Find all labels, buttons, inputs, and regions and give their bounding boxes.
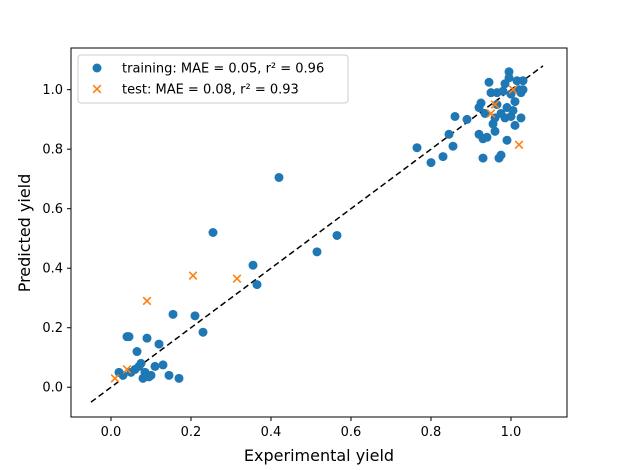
training-point	[146, 370, 156, 380]
training-point	[518, 85, 528, 95]
training-point	[482, 132, 492, 142]
training-point	[498, 86, 508, 96]
y-tick-label: 0.0	[42, 381, 63, 396]
training-point	[480, 108, 490, 118]
training-point	[190, 311, 200, 321]
test-point-stroke	[486, 109, 496, 118]
test-point-stroke	[232, 274, 242, 283]
test-point	[232, 274, 242, 283]
test-point-stroke	[508, 85, 518, 95]
test-point	[490, 100, 500, 109]
training-point	[510, 120, 520, 130]
y-tick-label: 0.4	[42, 262, 63, 277]
training-point	[274, 172, 284, 182]
training-point	[450, 111, 460, 121]
x-tick-label: 0.4	[261, 425, 282, 440]
legend-label: test: MAE = 0.08, r² = 0.93	[122, 83, 299, 98]
training-point	[208, 228, 218, 237]
training-point	[426, 158, 436, 168]
y-tick-label: 0.8	[42, 143, 63, 158]
y-tick-label: 1.0	[42, 83, 63, 98]
training-point	[518, 76, 528, 86]
training-point	[142, 333, 152, 343]
training-point	[154, 339, 164, 349]
training-point	[174, 373, 184, 383]
legend-test-marker	[92, 84, 102, 94]
training-point	[252, 280, 262, 290]
legend-test-marker-stroke	[92, 84, 102, 94]
training-point	[508, 105, 518, 115]
test-point	[188, 271, 198, 281]
test-point	[514, 140, 524, 150]
training-point	[164, 370, 174, 380]
training-point	[510, 97, 520, 107]
training-point	[490, 126, 500, 136]
training-point	[500, 79, 510, 89]
training-point	[438, 152, 448, 162]
legend: training: MAE = 0.05, r² = 0.96 test: MAE…	[77, 54, 349, 104]
test-point	[486, 109, 496, 118]
legend-label: training: MAE = 0.05, r² = 0.96	[122, 62, 324, 77]
training-point	[136, 358, 146, 368]
training-point	[492, 100, 502, 110]
training-point	[516, 113, 526, 123]
training-point	[158, 360, 168, 370]
test-point-stroke	[490, 100, 500, 109]
training-point	[502, 135, 512, 145]
training-point	[198, 327, 208, 337]
y-axis-ticks: 0.0 0.2 0.4 0.6 0.8 1.0	[42, 83, 71, 396]
points-layer	[110, 67, 528, 383]
training-point	[496, 150, 506, 160]
training-point	[412, 143, 422, 153]
test-point-stroke	[514, 140, 524, 150]
test-point	[122, 365, 132, 374]
legend-box	[77, 54, 349, 104]
x-tick-label: 1.0	[501, 425, 522, 440]
training-point	[476, 98, 486, 108]
training-point	[124, 332, 134, 342]
x-axis-ticks: 0.0 0.2 0.4 0.6 0.8 1.0	[101, 417, 522, 440]
x-tick-label: 0.8	[421, 425, 442, 440]
training-point	[332, 230, 342, 240]
training-point	[118, 370, 128, 380]
training-point	[150, 361, 160, 371]
y-tick-label: 0.6	[42, 202, 63, 217]
test-point	[110, 373, 120, 383]
x-tick-label: 0.0	[101, 425, 122, 440]
test-point-stroke	[188, 271, 198, 281]
test-point-stroke	[122, 365, 132, 374]
legend-training-marker	[92, 63, 102, 73]
y-axis-label: Predicted yield	[15, 174, 34, 293]
test-point	[142, 296, 152, 306]
training-point	[462, 114, 472, 124]
y-tick-label: 0.2	[42, 321, 63, 336]
test-point-stroke	[142, 296, 152, 306]
training-point	[484, 77, 494, 87]
training-point	[168, 309, 178, 319]
training-point	[444, 129, 454, 139]
training-point	[132, 347, 142, 357]
training-point	[312, 247, 322, 257]
training-point	[506, 89, 516, 99]
training-point	[448, 141, 458, 151]
x-axis-label: Experimental yield	[244, 446, 394, 465]
test-point-stroke	[110, 373, 120, 383]
x-tick-label: 0.2	[181, 425, 202, 440]
x-tick-label: 0.6	[341, 425, 362, 440]
training-point	[478, 153, 488, 163]
training-point	[248, 260, 258, 270]
test-point	[508, 85, 518, 95]
